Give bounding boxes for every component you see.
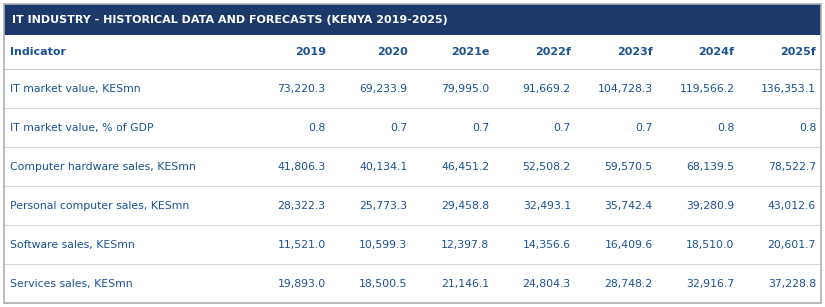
Text: 41,806.3: 41,806.3 bbox=[277, 162, 326, 172]
Text: 79,995.0: 79,995.0 bbox=[441, 84, 489, 94]
Bar bbox=[4, 108, 821, 147]
Text: Personal computer sales, KESmn: Personal computer sales, KESmn bbox=[10, 200, 189, 211]
Text: IT market value, % of GDP: IT market value, % of GDP bbox=[10, 123, 153, 133]
Text: 37,228.8: 37,228.8 bbox=[768, 278, 816, 289]
Text: 136,353.1: 136,353.1 bbox=[761, 84, 816, 94]
Text: 10,599.3: 10,599.3 bbox=[359, 239, 408, 250]
Text: 39,280.9: 39,280.9 bbox=[686, 200, 734, 211]
Text: 25,773.3: 25,773.3 bbox=[360, 200, 408, 211]
Text: 14,356.6: 14,356.6 bbox=[523, 239, 571, 250]
Text: 16,409.6: 16,409.6 bbox=[605, 239, 653, 250]
Text: 2023f: 2023f bbox=[617, 47, 653, 57]
Text: 0.7: 0.7 bbox=[390, 123, 408, 133]
Text: 0.8: 0.8 bbox=[717, 123, 734, 133]
Text: 46,451.2: 46,451.2 bbox=[441, 162, 489, 172]
Text: 0.8: 0.8 bbox=[799, 123, 816, 133]
Text: IT INDUSTRY - HISTORICAL DATA AND FORECASTS (KENYA 2019-2025): IT INDUSTRY - HISTORICAL DATA AND FORECA… bbox=[12, 15, 448, 25]
Text: 0.7: 0.7 bbox=[472, 123, 489, 133]
Text: Computer hardware sales, KESmn: Computer hardware sales, KESmn bbox=[10, 162, 196, 172]
Text: 18,510.0: 18,510.0 bbox=[686, 239, 734, 250]
Text: Services sales, KESmn: Services sales, KESmn bbox=[10, 278, 133, 289]
Text: Software sales, KESmn: Software sales, KESmn bbox=[10, 239, 134, 250]
Text: 35,742.4: 35,742.4 bbox=[605, 200, 653, 211]
Text: 11,521.0: 11,521.0 bbox=[277, 239, 326, 250]
Text: 40,134.1: 40,134.1 bbox=[359, 162, 408, 172]
Text: 2024f: 2024f bbox=[698, 47, 734, 57]
Text: 69,233.9: 69,233.9 bbox=[360, 84, 408, 94]
Text: 104,728.3: 104,728.3 bbox=[597, 84, 653, 94]
Text: 18,500.5: 18,500.5 bbox=[359, 278, 408, 289]
Text: 73,220.3: 73,220.3 bbox=[277, 84, 326, 94]
Text: 78,522.7: 78,522.7 bbox=[768, 162, 816, 172]
Text: 2020: 2020 bbox=[377, 47, 408, 57]
Bar bbox=[4, 186, 821, 225]
Bar bbox=[4, 4, 821, 35]
Bar bbox=[4, 35, 821, 69]
Bar bbox=[4, 147, 821, 186]
Text: 2025f: 2025f bbox=[780, 47, 816, 57]
Text: 91,669.2: 91,669.2 bbox=[523, 84, 571, 94]
Text: 0.7: 0.7 bbox=[554, 123, 571, 133]
Text: 21,146.1: 21,146.1 bbox=[441, 278, 489, 289]
Bar bbox=[4, 225, 821, 264]
Text: 52,508.2: 52,508.2 bbox=[523, 162, 571, 172]
Text: 2021e: 2021e bbox=[450, 47, 489, 57]
Text: Indicator: Indicator bbox=[10, 47, 66, 57]
Text: 28,322.3: 28,322.3 bbox=[278, 200, 326, 211]
Bar bbox=[4, 264, 821, 303]
Text: 0.8: 0.8 bbox=[309, 123, 326, 133]
Text: 24,804.3: 24,804.3 bbox=[523, 278, 571, 289]
Text: 2019: 2019 bbox=[295, 47, 326, 57]
Text: 12,397.8: 12,397.8 bbox=[441, 239, 489, 250]
Text: 28,748.2: 28,748.2 bbox=[605, 278, 653, 289]
Text: 19,893.0: 19,893.0 bbox=[277, 278, 326, 289]
Text: 32,916.7: 32,916.7 bbox=[686, 278, 734, 289]
Text: 20,601.7: 20,601.7 bbox=[767, 239, 816, 250]
Text: 2022f: 2022f bbox=[535, 47, 571, 57]
Text: 119,566.2: 119,566.2 bbox=[679, 84, 734, 94]
Text: 43,012.6: 43,012.6 bbox=[768, 200, 816, 211]
Bar bbox=[4, 69, 821, 108]
Text: IT market value, KESmn: IT market value, KESmn bbox=[10, 84, 140, 94]
Text: 32,493.1: 32,493.1 bbox=[523, 200, 571, 211]
Text: 59,570.5: 59,570.5 bbox=[605, 162, 653, 172]
Text: 29,458.8: 29,458.8 bbox=[441, 200, 489, 211]
Text: 0.7: 0.7 bbox=[635, 123, 653, 133]
Text: 68,139.5: 68,139.5 bbox=[686, 162, 734, 172]
